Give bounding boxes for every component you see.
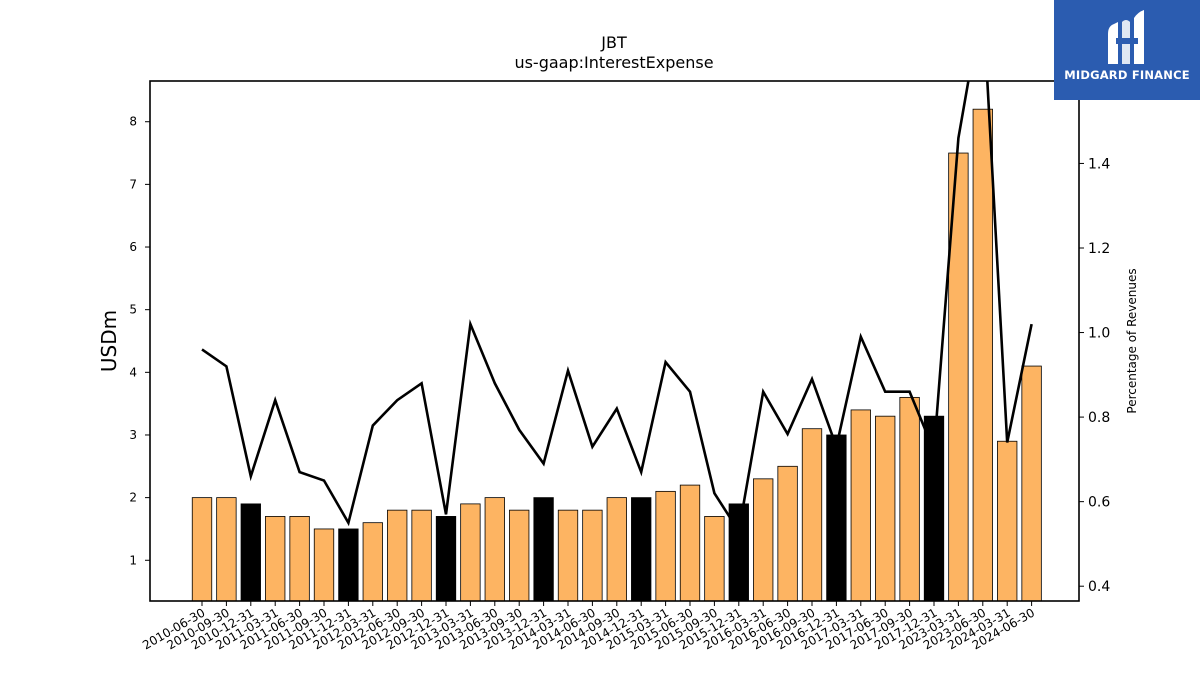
bar-2014-03-31 (557, 509, 579, 602)
midgard-finance-logo: MIDGARD FINANCE (1054, 0, 1200, 100)
bar-2014-09-30 (606, 497, 627, 602)
bar-2017-06-30 (875, 415, 896, 602)
y2-tick-label: 0.4 (1088, 579, 1110, 595)
y2-tick-label: 1.0 (1088, 326, 1110, 342)
line-series (201, 81, 1033, 535)
bar-2013-12-31 (533, 497, 554, 602)
bar-2024-03-31 (997, 440, 1018, 602)
midgard-logo-icon (1108, 10, 1144, 64)
y-tick-label: 5 (129, 303, 137, 317)
bar-2023-06-30 (972, 108, 993, 602)
plot-frame (149, 80, 1080, 602)
bar-2016-09-30 (801, 428, 823, 602)
bar-2011-12-31 (338, 528, 359, 602)
bar-2013-06-30 (484, 497, 505, 602)
bar-2024-06-30 (1021, 365, 1042, 602)
y-tick-label: 6 (129, 240, 137, 254)
bar-2015-06-30 (679, 484, 701, 602)
y-tick-label: 7 (129, 177, 137, 191)
bar-2013-09-30 (509, 509, 530, 602)
bar-2015-09-30 (704, 516, 725, 602)
bar-2016-03-31 (753, 478, 774, 602)
bar-2010-06-30 (191, 497, 213, 602)
y2-tick-label: 1.4 (1088, 156, 1110, 172)
bar-2016-12-31 (826, 434, 847, 602)
y-axis-label: USDm (97, 310, 121, 372)
y2-tick-label: 0.8 (1088, 410, 1110, 426)
percentage-line (201, 81, 1033, 535)
y-tick-label: 1 (129, 553, 137, 567)
bar-2016-06-30 (777, 465, 798, 602)
bar-2014-06-30 (582, 509, 603, 602)
y2-tick-label: 1.2 (1088, 241, 1110, 257)
bar-2013-03-31 (460, 503, 481, 602)
logo-text: MIDGARD FINANCE (1064, 68, 1190, 82)
chart-title: JBT (600, 33, 627, 52)
bar-2012-06-30 (387, 509, 408, 602)
bar-2017-03-31 (850, 409, 871, 602)
bar-2014-12-31 (631, 497, 652, 602)
bar-2017-09-30 (899, 396, 920, 602)
y2-axis-label: Percentage of Revenues (1125, 268, 1139, 413)
bar-2015-03-31 (655, 490, 676, 602)
y-tick-label: 2 (129, 491, 137, 505)
chart-subtitle: us-gaap:InterestExpense (514, 53, 713, 72)
bar-2010-09-30 (216, 497, 237, 602)
y-tick-label: 3 (129, 428, 137, 442)
bar-series (191, 108, 1042, 602)
y2-tick-label: 0.6 (1088, 495, 1110, 511)
y-tick-label: 4 (129, 365, 137, 379)
bar-2012-09-30 (411, 509, 432, 602)
bar-2011-06-30 (289, 516, 310, 602)
bar-2012-03-31 (362, 522, 383, 602)
bar-2010-12-31 (240, 503, 261, 602)
bar-2011-09-30 (313, 528, 335, 602)
bar-2011-03-31 (265, 516, 286, 602)
y-tick-label: 8 (129, 115, 137, 129)
bar-2012-12-31 (435, 516, 457, 602)
